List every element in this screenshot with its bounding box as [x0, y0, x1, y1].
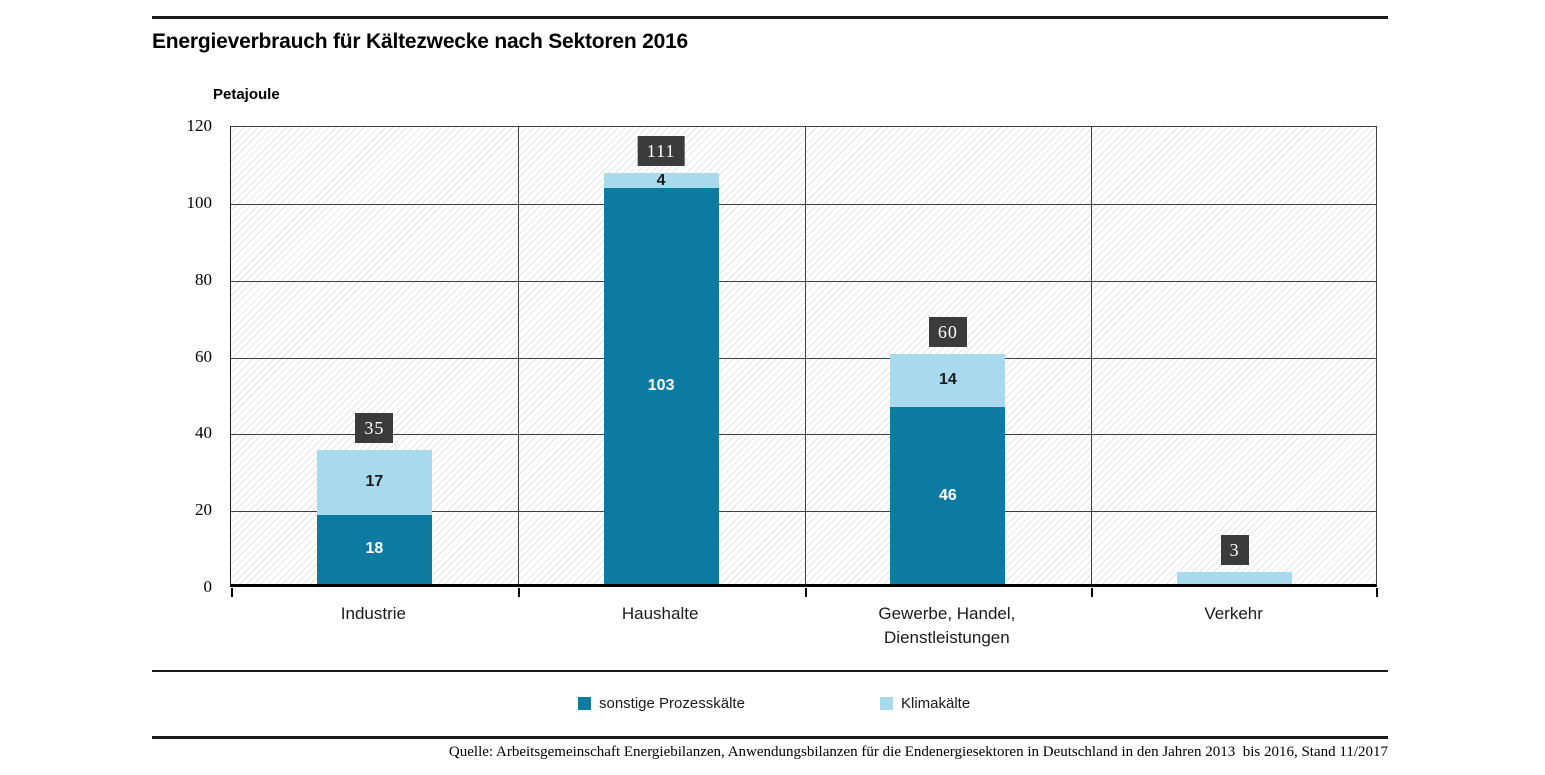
bar-total-label: 3	[1220, 535, 1249, 566]
bar-1: 18 17 35	[316, 127, 432, 584]
x-axis-tick	[1376, 588, 1378, 597]
x-category-label-4: Verkehr	[1204, 604, 1263, 623]
category-separator	[517, 127, 519, 584]
legend-item-2: Klimakälte	[880, 695, 970, 712]
bar-segment-klimakaelte	[1177, 572, 1293, 584]
source-note: Quelle: Arbeitsgemeinschaft Energiebilan…	[448, 744, 1388, 760]
gridline-40	[231, 434, 1376, 436]
plot-area: 18 17 35 103 4 111 46 14 60 3	[230, 126, 1378, 597]
legend-label-2: Klimakälte	[901, 695, 971, 712]
bar-segment-value: 103	[647, 377, 675, 395]
legend-label-1: sonstige Prozesskälte	[599, 695, 745, 712]
y-tick-label-0: 0	[203, 577, 213, 596]
bar-total-label: 35	[355, 412, 394, 443]
x-axis-tick	[231, 588, 233, 597]
y-axis-tick-labels: 0 20 40 60 80 100 120	[120, 116, 213, 596]
legend-item-1: sonstige Prozesskälte	[578, 695, 745, 712]
top-rule	[152, 16, 1388, 19]
x-axis-tick	[517, 588, 520, 597]
bar-segment-klimakaelte: 17	[316, 449, 432, 515]
gridline-20	[231, 511, 1376, 513]
gridline-60	[231, 357, 1376, 359]
legend-divider-rule	[152, 670, 1388, 672]
y-tick-label-20: 20	[195, 500, 212, 520]
gridline-100	[231, 203, 1376, 205]
y-tick-label-60: 60	[195, 346, 212, 366]
category-separator	[1091, 127, 1093, 584]
bar-segment-prozesskaelte: 103	[603, 188, 719, 584]
bar-segment-value: 4	[656, 171, 666, 189]
bar-segment-prozesskaelte: 46	[890, 407, 1006, 584]
legend: sonstige Prozesskälte Klimakälte	[0, 695, 1545, 715]
y-tick-label-40: 40	[195, 423, 212, 443]
x-category-label-2: Haushalte	[621, 604, 699, 623]
bar-segment-klimakaelte: 4	[603, 171, 719, 189]
bar-segment-value: 18	[365, 540, 384, 558]
legend-swatch-2	[880, 697, 893, 710]
y-tick-label-80: 80	[195, 269, 212, 289]
category-separator	[804, 127, 806, 584]
source-divider-rule	[152, 736, 1388, 739]
bar-segment-prozesskaelte: 18	[316, 514, 432, 584]
bar-segment-value: 17	[365, 473, 384, 491]
gridline-80	[231, 280, 1376, 282]
x-category-label-3: Gewerbe, Handel, Dienstleistungen	[878, 604, 1016, 647]
y-tick-label-100: 100	[186, 192, 213, 212]
x-axis-tick	[1091, 588, 1094, 597]
x-category-label-1: Industrie	[340, 604, 406, 623]
bar-segment-value: 14	[938, 371, 957, 389]
chart-title: Energieverbrauch für Kältezwecke nach Se…	[152, 30, 689, 53]
legend-swatch-1	[578, 697, 591, 710]
bar-total-label: 60	[928, 316, 967, 347]
y-tick-label-120: 120	[186, 116, 213, 135]
bar-segment-klimakaelte: 14	[890, 353, 1006, 408]
bar-2: 103 4 111	[603, 127, 719, 584]
x-axis-tick	[804, 588, 807, 597]
bar-total-label: 111	[637, 135, 685, 166]
bar-4: 3	[1177, 127, 1293, 584]
bar-segment-value: 46	[938, 486, 957, 504]
bar-3: 46 14 60	[890, 127, 1006, 584]
y-axis-unit-label: Petajoule	[213, 86, 280, 103]
